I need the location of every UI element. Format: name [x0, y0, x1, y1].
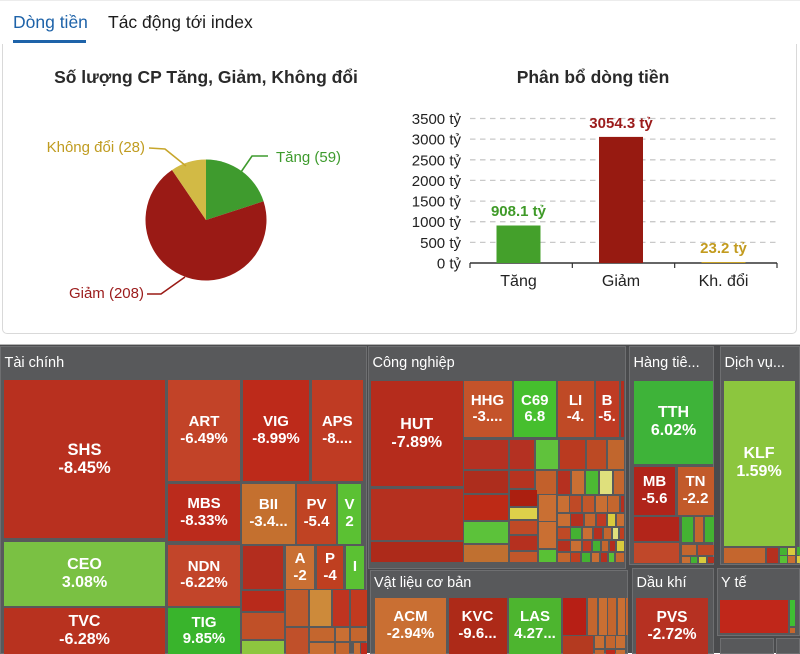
svg-text:3500 tỷ: 3500 tỷ [412, 111, 462, 128]
svg-text:500 tỷ: 500 tỷ [420, 235, 461, 252]
svg-text:908.1 tỷ: 908.1 tỷ [491, 203, 547, 220]
svg-text:23.2 tỷ: 23.2 tỷ [700, 240, 747, 257]
svg-text:1000 tỷ: 1000 tỷ [412, 214, 462, 231]
svg-text:Tăng: Tăng [500, 273, 536, 290]
svg-text:Kh. đổi: Kh. đổi [699, 272, 749, 290]
svg-text:Tăng (59): Tăng (59) [276, 149, 341, 166]
svg-text:2000 tỷ: 2000 tỷ [412, 173, 462, 190]
svg-text:Không đổi (28): Không đổi (28) [47, 139, 145, 156]
svg-text:Giảm (208): Giảm (208) [69, 285, 144, 302]
svg-text:1500 tỷ: 1500 tỷ [412, 194, 462, 211]
svg-text:Giảm: Giảm [602, 273, 640, 290]
svg-text:3000 tỷ: 3000 tỷ [412, 132, 462, 149]
svg-text:2500 tỷ: 2500 tỷ [412, 152, 462, 169]
svg-text:0 tỷ: 0 tỷ [437, 256, 462, 273]
svg-text:3054.3 tỷ: 3054.3 tỷ [589, 115, 653, 132]
